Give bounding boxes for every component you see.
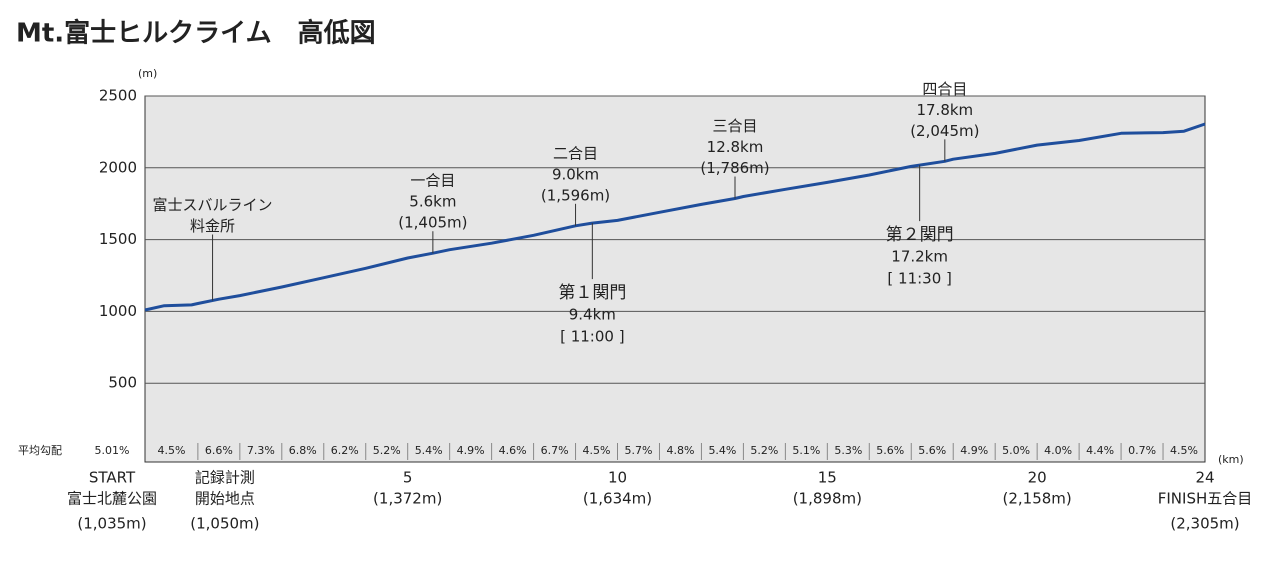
- gradient-label: 4.5%: [157, 444, 185, 457]
- gradient-label: 4.9%: [960, 444, 988, 457]
- x-tick-label: 24: [1195, 469, 1214, 487]
- gradient-label: 5.1%: [792, 444, 820, 457]
- y-unit: (m): [138, 67, 157, 80]
- annotation-text: 料金所: [190, 217, 235, 235]
- elevation-line: [144, 122, 1206, 312]
- x-tick-label: 記録計測: [195, 469, 255, 487]
- x-tick-sublabel: FINISH五合目: [1158, 490, 1253, 508]
- annotation-text: 富士スバルライン: [153, 196, 273, 214]
- y-tick-label: 2000: [99, 158, 137, 176]
- gradient-title: 平均勾配: [18, 444, 62, 457]
- annotation-text: (1,405m): [398, 214, 467, 232]
- x-tick-label: 20: [1028, 469, 1047, 487]
- gradient-label: 5.6%: [876, 444, 904, 457]
- annotation-text: (2,045m): [910, 122, 979, 140]
- gradient-label: 7.3%: [247, 444, 275, 457]
- annotation-text: 第１関門: [558, 283, 626, 303]
- x-tick-sublabel: (2,305m): [1170, 515, 1239, 533]
- x-tick-sublabel: (2,158m): [1003, 490, 1072, 508]
- gradient-label: 5.7%: [625, 444, 653, 457]
- x-tick-label: 5: [403, 469, 413, 487]
- y-tick-label: 500: [108, 374, 137, 392]
- gradient-label: 0.7%: [1128, 444, 1156, 457]
- gradient-label: 4.5%: [1170, 444, 1198, 457]
- annotation-text: 二合目: [553, 144, 598, 162]
- x-tick-label: 15: [818, 469, 837, 487]
- annotation-text: 9.0km: [552, 165, 599, 183]
- chart-title: Mt.富士ヒルクライム 高低図: [16, 18, 376, 49]
- annotation-text: 第２関門: [886, 225, 954, 245]
- annotation-text: 9.4km: [569, 306, 616, 324]
- x-tick-sublabel: (1,634m): [583, 490, 652, 508]
- annotation-text: [ 11:00 ]: [560, 328, 624, 346]
- plot-area: [144, 95, 1206, 463]
- annotation-text: 12.8km: [707, 138, 764, 156]
- gradient-label: 6.6%: [205, 444, 233, 457]
- x-tick-sublabel: 富士北麓公園: [67, 490, 157, 508]
- x-tick-sublabel: (1,035m): [77, 515, 146, 533]
- gradient-label: 5.0%: [1002, 444, 1030, 457]
- annotation-text: 三合目: [713, 117, 758, 135]
- gradient-label: 5.4%: [415, 444, 443, 457]
- gradient-label: 4.5%: [583, 444, 611, 457]
- x-unit: (km): [1218, 453, 1244, 466]
- annotation-text: (1,596m): [541, 186, 610, 204]
- x-tick-sublabel: 開始地点: [195, 490, 255, 508]
- gradient-label: 5.2%: [373, 444, 401, 457]
- gradient-label: 6.8%: [289, 444, 317, 457]
- gradient-label: 6.2%: [331, 444, 359, 457]
- gradient-label: 4.6%: [499, 444, 527, 457]
- x-tick-sublabel: (1,372m): [373, 490, 442, 508]
- gradient-label: 5.3%: [834, 444, 862, 457]
- annotation-text: 17.2km: [891, 248, 948, 266]
- annotation-text: [ 11:30 ]: [887, 270, 951, 288]
- annotation-text: 5.6km: [409, 193, 456, 211]
- gradient-label: 4.4%: [1086, 444, 1114, 457]
- gradient-label: 5.2%: [750, 444, 778, 457]
- annotation-text: (1,786m): [700, 159, 769, 177]
- gradient-label: 6.7%: [541, 444, 569, 457]
- gradient-label: 4.9%: [457, 444, 485, 457]
- gradient-label: 4.0%: [1044, 444, 1072, 457]
- gradient-label: 5.6%: [918, 444, 946, 457]
- gradient-label: 4.8%: [666, 444, 694, 457]
- x-tick-label: START: [89, 469, 136, 487]
- gradient-label: 5.4%: [708, 444, 736, 457]
- y-tick-label: 1000: [99, 302, 137, 320]
- annotation-text: 一合目: [410, 172, 455, 190]
- gradient-overall: 5.01%: [95, 444, 130, 457]
- y-tick-label: 1500: [99, 230, 137, 248]
- x-tick-label: 10: [608, 469, 627, 487]
- annotation-text: 17.8km: [916, 101, 973, 119]
- y-tick-label: 2500: [99, 87, 137, 105]
- annotation-text: 四合目: [922, 80, 967, 98]
- x-tick-sublabel: (1,898m): [793, 490, 862, 508]
- x-tick-sublabel: (1,050m): [190, 515, 259, 533]
